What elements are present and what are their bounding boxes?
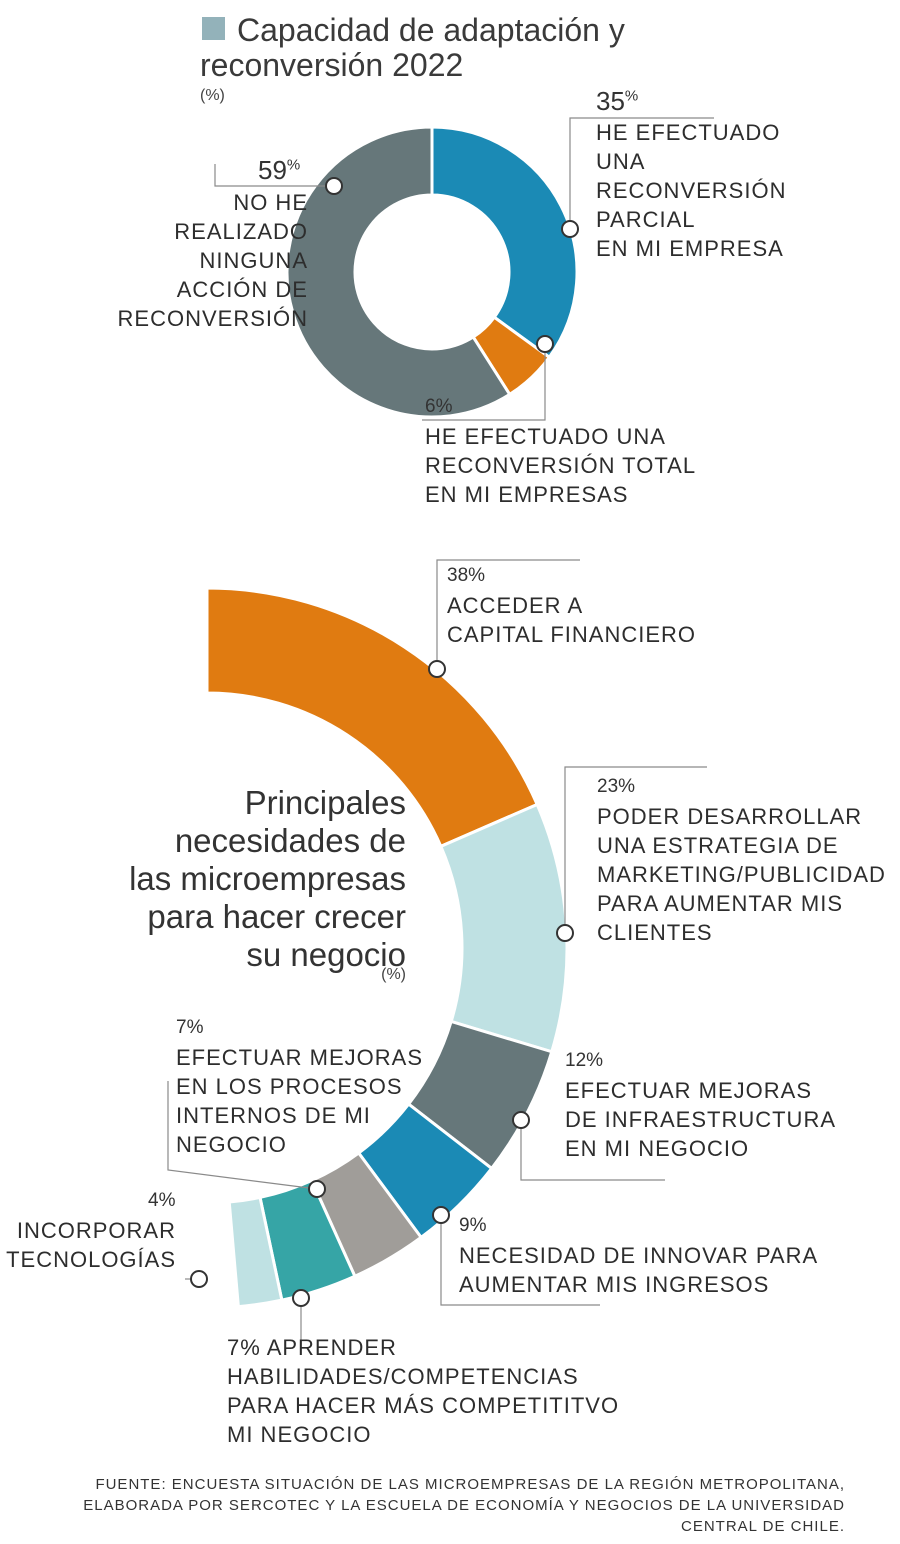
slice-label-habilidades: HABILIDADES/COMPETENCIAS PARA HACER MÁS … [227,1364,620,1447]
slice-pct-habilidades: 7% APRENDER [227,1335,397,1360]
slice-no-he-realizado-ninguna-accion-de-reconv [285,125,512,419]
slice-label-procesos: EFECTUAR MEJORAS EN LOS PROCESOS INTERNO… [176,1045,424,1157]
slice-label-innovar: NECESIDAD DE INNOVAR PARA AUMENTAR MIS I… [459,1243,819,1297]
leader-marker [432,1206,450,1224]
leader-line [520,1120,665,1181]
leader-marker [308,1180,326,1198]
chart-title-line-2: reconversión 2022 [200,47,464,83]
slice-pct-innovar: 9% [459,1215,487,1236]
leader-marker [428,660,446,678]
slice-label-total: HE EFECTUADO UNA RECONVERSIÓN TOTAL EN M… [425,424,697,507]
slice-label-tecnologias: INCORPORAR TECNOLOGÍAS [6,1218,176,1272]
slice-pct-marketing: 23% [597,776,636,797]
leader-line [564,766,707,933]
leader-line [422,344,546,421]
slice-pct-capital: 38% [447,565,486,586]
leader-marker [325,177,343,195]
leader-marker [561,220,579,238]
semi-chart-unit: (%) [381,966,406,983]
slice-pct-procesos: 7% [176,1017,204,1038]
slice-label-marketing: PODER DESARROLLAR UNA ESTRATEGIA DE MARK… [597,804,886,945]
donut-chart-reconversion [285,125,579,419]
slice-label-ninguna: NO HE REALIZADO NINGUNA ACCIÓN DE RECONV… [117,190,308,331]
slice-label-capital: ACCEDER A CAPITAL FINANCIERO [447,593,697,647]
leader-line [214,164,334,187]
slice-he-efectuado-una-reconversion-parcial-en [430,125,579,360]
slice-pct-tecnologias: 4% [148,1190,176,1211]
slice-pct-ninguna: 59% [258,155,301,185]
leader-line [569,117,714,229]
slice-incorporar-tecnologias [227,1195,284,1309]
leader-marker [190,1270,208,1288]
slice-pct-total: 6% [425,396,453,417]
slice-label-infraestructura: EFECTUAR MEJORAS DE INFRAESTRUCTURA EN M… [565,1078,837,1161]
semi-donut-chart-necesidades [205,586,569,1309]
leader-marker [292,1289,310,1307]
leader-marker [536,335,554,353]
slice-pct-parcial: 35% [596,86,639,116]
chart-title-line-1: Capacidad de adaptación y [237,12,625,48]
pct-value: 35 [596,86,625,116]
source-note: FUENTE: ENCUESTA SITUACIÓN DE LAS MICROE… [83,1476,845,1535]
leader-marker [556,924,574,942]
legend-swatch [202,17,225,40]
slice-poder-desarrollar-una-estrategia-de-mark [438,802,569,1054]
leader-line [436,559,580,669]
pct-value: 59 [258,155,287,185]
leader-line [167,1081,318,1190]
semi-chart-title: Principales necesidades de las microempr… [129,784,406,973]
slice-pct-infraestructura: 12% [565,1050,604,1071]
chart-unit: (%) [200,87,225,104]
leader-lines [167,117,714,1345]
leader-line [440,1215,600,1306]
slice-label-parcial: HE EFECTUADO UNA RECONVERSIÓN PARCIAL EN… [596,120,787,261]
leader-marker [512,1111,530,1129]
